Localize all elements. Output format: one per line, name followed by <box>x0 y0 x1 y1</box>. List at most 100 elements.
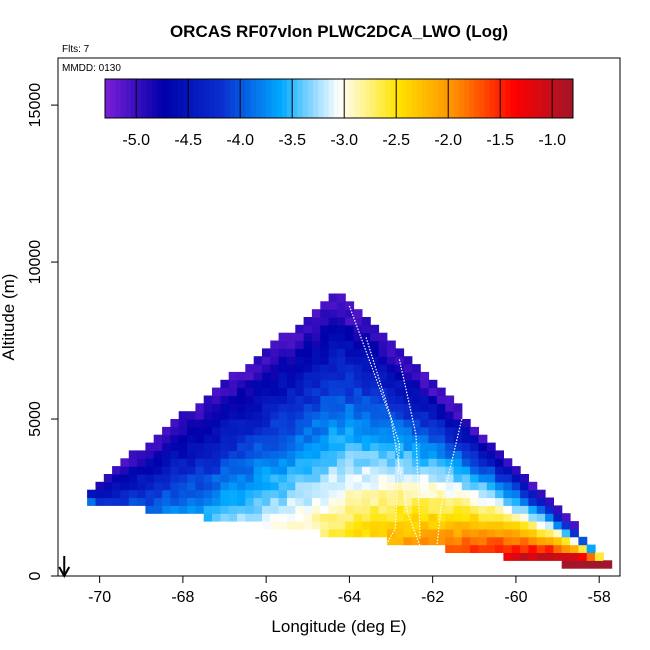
heatmap-cell <box>212 419 221 428</box>
heatmap-cell <box>345 521 355 530</box>
colorbar-tick-label: -3.5 <box>278 132 306 149</box>
heatmap-cell <box>270 364 280 373</box>
colorbar: -5.0 -4.5 -4.0 -3.5 -3.0 -2.5 -2.0 -1.5 -1.0 <box>104 78 574 149</box>
heatmap-cell <box>228 505 238 514</box>
heatmap-cell <box>428 489 438 499</box>
heatmap-cell <box>403 395 413 404</box>
heatmap-cell <box>336 324 346 334</box>
heatmap-cell <box>303 356 313 365</box>
heatmap-cell <box>278 481 288 491</box>
heatmap-cell <box>370 395 380 404</box>
colorbar-segment <box>562 79 569 118</box>
heatmap-cell <box>270 481 280 491</box>
heatmap-cell <box>345 301 355 310</box>
heatmap-cell <box>137 481 146 491</box>
colorbar-tick-label: -2.5 <box>382 132 410 149</box>
heatmap-cell <box>253 411 263 420</box>
heatmap-cell <box>303 364 313 373</box>
heatmap-cell <box>311 489 321 499</box>
heatmap-cell <box>336 387 346 396</box>
heatmap-cell <box>411 426 421 436</box>
heatmap-cell <box>345 403 355 412</box>
heatmap-cell <box>278 513 288 522</box>
heatmap-cell <box>570 560 579 569</box>
heatmap-cell <box>378 356 388 365</box>
colorbar-segment <box>359 79 366 118</box>
heatmap-cell <box>436 466 446 475</box>
heatmap-cell <box>361 317 371 326</box>
heatmap-cell <box>411 403 421 412</box>
heatmap-cell <box>170 481 180 491</box>
heatmap-cell <box>361 356 371 365</box>
colorbar-segment <box>552 79 558 118</box>
heatmap-cell <box>303 348 313 357</box>
heatmap-cell <box>303 442 313 451</box>
heatmap-cell <box>453 528 463 538</box>
heatmap-cell <box>478 450 488 459</box>
heatmap-cell <box>378 466 388 475</box>
heatmap-cell <box>320 324 330 334</box>
heatmap-cell <box>461 458 471 467</box>
heatmap-cell <box>470 521 479 530</box>
colorbar-segment <box>422 79 428 118</box>
heatmap-cell <box>278 332 288 342</box>
heatmap-cell <box>237 497 246 506</box>
heatmap-cell <box>203 474 213 483</box>
heatmap-cell <box>445 442 455 451</box>
heatmap-cell <box>320 348 330 357</box>
heatmap-cell <box>311 426 321 436</box>
heatmap-cell <box>403 489 413 499</box>
heatmap-cell <box>220 411 230 420</box>
heatmap-cell <box>420 434 430 444</box>
heatmap-cell <box>353 356 363 365</box>
y-tick-label: 15000 <box>27 83 44 128</box>
heatmap-cell <box>128 458 138 467</box>
heatmap-cell <box>345 497 355 506</box>
heatmap-cell <box>253 513 263 522</box>
heatmap-cell <box>436 387 446 396</box>
heatmap-cell <box>470 426 479 436</box>
heatmap-cell <box>95 489 105 499</box>
heatmap-cell <box>228 458 238 467</box>
colorbar-segment <box>235 79 241 118</box>
heatmap-cell <box>403 505 413 514</box>
colorbar-segment <box>489 79 496 118</box>
heatmap-cell <box>353 450 363 459</box>
heatmap-cell <box>536 528 546 538</box>
colorbar-segment <box>198 79 205 118</box>
heatmap-cell <box>303 317 313 326</box>
heatmap-cell <box>486 442 496 451</box>
heatmap-cell <box>436 489 446 499</box>
heatmap-cell <box>403 434 413 444</box>
heatmap-cell <box>395 364 405 373</box>
heatmap-cell <box>287 340 296 349</box>
heatmap-cell <box>245 364 255 373</box>
heatmap-cell <box>336 474 346 483</box>
colorbar-segment <box>344 79 350 118</box>
heatmap-cell <box>486 536 496 546</box>
heatmap-cell <box>195 505 205 514</box>
heatmap-cell <box>411 395 421 404</box>
heatmap-cell <box>228 442 238 451</box>
heatmap-cell <box>420 395 430 404</box>
colorbar-segment <box>505 79 512 118</box>
heatmap-cell <box>262 474 271 483</box>
heatmap-cell <box>420 521 430 530</box>
heatmap-cell <box>295 426 305 436</box>
heatmap-cell <box>237 387 246 396</box>
heatmap-cell <box>453 497 463 506</box>
heatmap-cell <box>320 489 330 499</box>
heatmap-cell <box>461 419 471 428</box>
colorbar-segment <box>427 79 434 118</box>
heatmap-cell <box>295 324 305 334</box>
heatmap-cell <box>586 544 596 553</box>
heatmap-cell <box>436 434 446 444</box>
heatmap-cell <box>386 505 396 514</box>
heatmap-cell <box>336 528 346 538</box>
heatmap-cell <box>478 466 488 475</box>
heatmap-cell <box>495 489 504 499</box>
heatmap-cell <box>470 474 479 483</box>
colorbar-segment <box>183 79 189 118</box>
heatmap-cell <box>212 497 221 506</box>
heatmap-cell <box>295 481 305 491</box>
